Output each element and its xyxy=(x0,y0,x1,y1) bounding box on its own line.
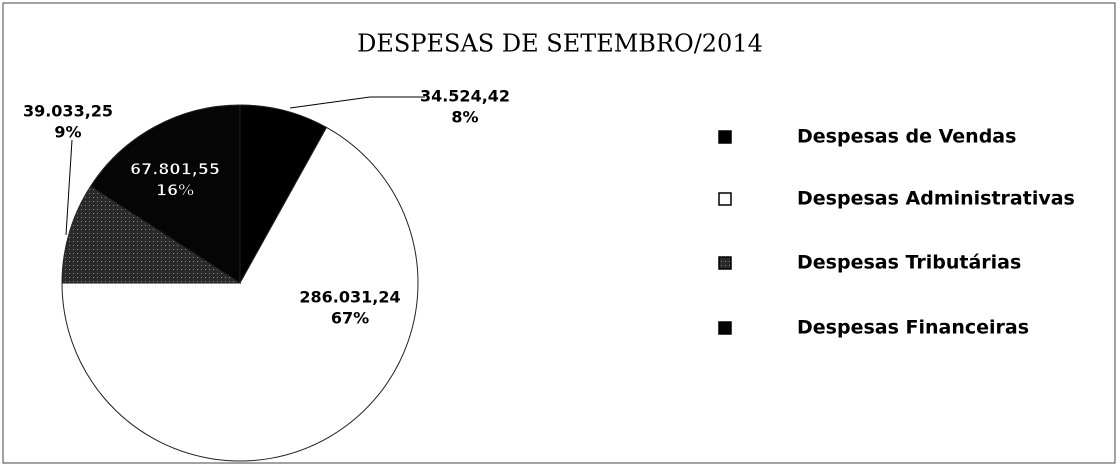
legend-swatch xyxy=(718,256,732,270)
percent-label: 67% xyxy=(331,309,369,328)
chart-title: DESPESAS DE SETEMBRO/2014 xyxy=(357,30,763,58)
legend-swatch xyxy=(718,192,732,206)
leader-line xyxy=(65,139,73,236)
pie-slice xyxy=(239,104,328,285)
leader-line xyxy=(289,96,425,109)
legend-swatch xyxy=(718,321,732,335)
pie-slice xyxy=(61,185,242,284)
data-label: 34.524,42 xyxy=(420,87,510,106)
legend-label: Despesas de Vendas xyxy=(797,126,1016,148)
percent-label: 16% xyxy=(156,181,194,200)
data-label: 286.031,24 xyxy=(299,288,400,307)
pie-slice xyxy=(89,104,241,284)
data-label: 67.801,55 xyxy=(130,160,220,179)
legend-label: Despesas Administrativas xyxy=(797,188,1075,210)
data-label: 39.033,25 xyxy=(23,102,113,121)
pie-slice xyxy=(61,126,419,462)
percent-label: 9% xyxy=(54,123,81,142)
legend-label: Despesas Financeiras xyxy=(797,317,1029,339)
legend-swatch xyxy=(718,130,732,144)
percent-label: 8% xyxy=(451,108,478,127)
legend-label: Despesas Tributárias xyxy=(797,252,1021,274)
